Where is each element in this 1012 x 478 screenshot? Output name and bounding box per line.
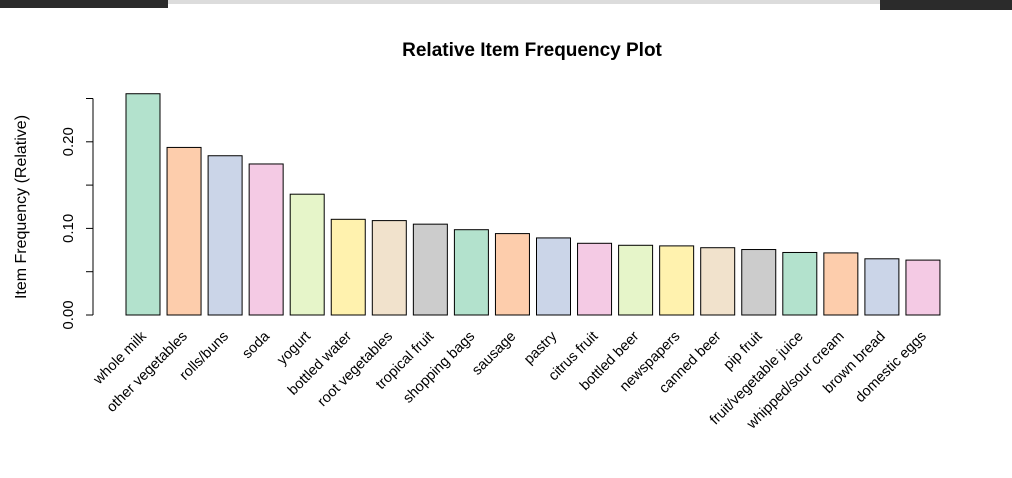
category-label: yogurt bbox=[274, 329, 314, 369]
y-tick-label: 0.00 bbox=[60, 300, 77, 329]
bar bbox=[577, 242, 613, 316]
bar bbox=[905, 259, 941, 316]
category-label: shopping bags bbox=[400, 329, 478, 407]
bar bbox=[371, 220, 407, 316]
y-tick-label: 0.10 bbox=[60, 214, 77, 243]
category-label: sausage bbox=[469, 329, 519, 379]
top-bar-dark-left bbox=[0, 0, 168, 8]
category-label: pastry bbox=[521, 328, 561, 368]
y-axis-label: Item Frequency (Relative) bbox=[13, 115, 30, 299]
category-label: soda bbox=[239, 328, 273, 362]
bar bbox=[618, 244, 654, 316]
y-tick-label: 0.20 bbox=[60, 127, 77, 156]
bar bbox=[330, 218, 366, 316]
bar bbox=[125, 93, 161, 316]
top-bar-dark-right bbox=[880, 0, 1012, 10]
bar bbox=[289, 193, 325, 316]
bar bbox=[453, 229, 489, 316]
bar bbox=[248, 163, 284, 316]
bars-group bbox=[125, 93, 941, 316]
bar bbox=[782, 251, 818, 316]
category-label: domestic eggs bbox=[852, 329, 929, 406]
chart-title: Relative Item Frequency Plot bbox=[402, 40, 662, 61]
bar bbox=[741, 249, 777, 316]
bar bbox=[207, 155, 243, 316]
window-top-bar bbox=[0, 0, 1012, 26]
bar bbox=[659, 245, 695, 316]
bar bbox=[700, 247, 736, 316]
bar bbox=[166, 146, 202, 316]
bar bbox=[412, 223, 448, 316]
bar bbox=[823, 252, 859, 316]
y-axis: 0.00 0.10 0.20 bbox=[60, 98, 94, 330]
bar bbox=[864, 258, 900, 316]
top-bar-strip bbox=[168, 0, 880, 4]
bar bbox=[494, 233, 530, 316]
bar bbox=[536, 237, 571, 316]
